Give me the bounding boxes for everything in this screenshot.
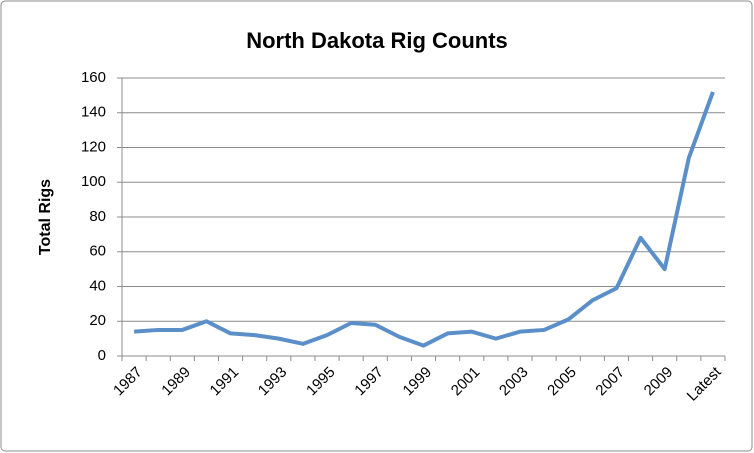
y-tick-label: 60 <box>89 243 106 260</box>
y-tick-label: 140 <box>81 104 106 121</box>
chart-title: North Dakota Rig Counts <box>246 28 508 53</box>
y-tick-label: 80 <box>89 208 106 225</box>
y-tick-label: 20 <box>89 312 106 329</box>
y-tick-label: 160 <box>81 69 106 86</box>
y-tick-label: 100 <box>81 173 106 190</box>
line-series <box>133 91 715 348</box>
y-tick-label: 120 <box>81 138 106 155</box>
y-axis-label: Total Rigs <box>37 179 54 255</box>
y-tick-label: 0 <box>98 347 106 364</box>
y-tick-label: 40 <box>89 277 106 294</box>
